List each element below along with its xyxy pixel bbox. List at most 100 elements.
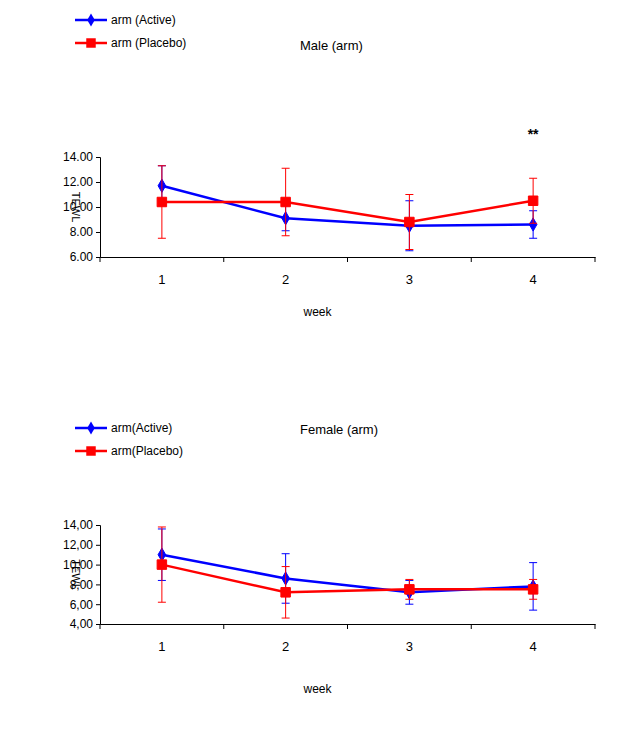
legend-item: arm(Placebo) xyxy=(75,444,183,458)
y-tick: 6,00 xyxy=(70,598,100,612)
x-tick: 4 xyxy=(530,624,537,654)
series-marker xyxy=(157,560,166,569)
x-boundary-tick xyxy=(100,257,101,262)
y-tick: 14.00 xyxy=(63,150,100,164)
y-tick-mark xyxy=(96,157,100,158)
x-tick-label: 1 xyxy=(158,272,165,287)
y-axis-line xyxy=(96,158,101,258)
x-tick-label: 1 xyxy=(158,639,165,654)
series xyxy=(158,529,537,610)
plot-area xyxy=(157,166,538,251)
x-tick-label: 3 xyxy=(406,639,413,654)
error-bar xyxy=(405,195,413,250)
y-axis-title: TEWL xyxy=(70,192,82,223)
y-tick: 6.00 xyxy=(70,250,100,264)
legend-swatch-marker xyxy=(87,421,95,434)
error-bar-cap xyxy=(405,604,413,605)
series xyxy=(158,166,537,251)
error-bar-cap xyxy=(282,235,290,236)
error-bar-cap xyxy=(158,526,166,527)
y-tick-mark xyxy=(96,207,100,208)
error-bar-cap xyxy=(282,553,290,554)
error-bar-cap xyxy=(282,566,290,567)
y-tick-mark xyxy=(96,584,100,585)
y-tick-label: 12,00 xyxy=(63,538,93,552)
x-axis: 1234 xyxy=(101,257,596,287)
series-marker xyxy=(281,197,290,206)
error-bar-cap xyxy=(158,165,166,166)
error-bar-cap xyxy=(529,579,537,580)
error-bar-cap xyxy=(405,249,413,250)
error-bar xyxy=(529,579,537,599)
error-bar-cap xyxy=(529,610,537,611)
legend-swatch-marker xyxy=(87,13,95,26)
error-bar xyxy=(158,527,166,602)
error-bar-cap xyxy=(282,168,290,169)
x-tick-label: 3 xyxy=(406,272,413,287)
x-tick-label: 2 xyxy=(282,639,289,654)
series-marker xyxy=(281,588,290,597)
error-bar-cap xyxy=(158,238,166,239)
y-tick-label: 6,00 xyxy=(70,598,94,612)
legend-swatch-marker xyxy=(86,446,95,455)
x-tick-label: 4 xyxy=(530,639,537,654)
legend-item: arm(Active) xyxy=(75,421,172,435)
error-bar-cap xyxy=(529,238,537,239)
legend-label: arm (Placebo) xyxy=(111,36,186,50)
error-bar xyxy=(158,166,166,239)
error-bar xyxy=(405,580,413,604)
x-boundary-tick xyxy=(347,257,348,262)
x-axis: 1 2 3 4 xyxy=(101,624,596,654)
legend-label: arm(Placebo) xyxy=(111,444,183,458)
x-tick: 2 xyxy=(282,624,289,654)
series-marker xyxy=(405,585,414,594)
x-tick: 1 xyxy=(158,624,165,654)
x-boundary-tick xyxy=(223,624,224,629)
series-marker xyxy=(528,585,537,594)
error-bar-cap xyxy=(529,178,537,179)
x-tick: 3 xyxy=(406,257,413,287)
x-axis-title: week xyxy=(302,305,332,319)
y-tick-mark xyxy=(96,604,100,605)
series-marker xyxy=(528,196,537,205)
error-bar xyxy=(282,567,290,618)
chart-panel: 4,006,008,0010,0012,0014,001234weekTEWLF… xyxy=(63,421,596,696)
error-bar-cap xyxy=(529,599,537,600)
error-bar-cap xyxy=(529,562,537,563)
chart-panel: 6.008.0010.0012.0014.001234weekTEWLMale … xyxy=(63,13,596,319)
x-axis-title: week xyxy=(302,682,332,696)
x-tick: 1 xyxy=(158,257,165,287)
y-tick-label: 6.00 xyxy=(70,250,94,264)
y-tick-mark xyxy=(96,257,100,258)
series-marker xyxy=(405,217,414,226)
legend: arm(Active) arm(Placebo) xyxy=(75,421,183,458)
x-boundary-tick xyxy=(100,624,101,629)
legend-swatch-marker xyxy=(86,38,95,47)
x-boundary-tick xyxy=(595,257,596,262)
y-tick: 4,00 xyxy=(70,617,100,631)
legend-item: arm (Active) xyxy=(75,13,176,27)
series xyxy=(157,166,538,250)
y-tick: 12.00 xyxy=(63,175,100,189)
error-bar-cap xyxy=(158,165,166,166)
series-line xyxy=(162,565,533,593)
x-boundary-tick xyxy=(595,624,596,629)
x-boundary-tick xyxy=(223,257,224,262)
legend-label: arm(Active) xyxy=(111,421,172,435)
error-bar-cap xyxy=(158,602,166,603)
series-line xyxy=(162,186,533,226)
plot-area xyxy=(157,527,538,618)
y-tick-label: 4,00 xyxy=(70,617,94,631)
error-bar xyxy=(405,579,413,599)
y-tick: 12,00 xyxy=(63,538,100,552)
y-tick-label: 14.00 xyxy=(63,150,93,164)
y-axis: 6.008.0010.0012.0014.00 xyxy=(63,150,101,264)
y-tick-mark xyxy=(96,182,100,183)
error-bar-cap xyxy=(405,599,413,600)
x-boundary-tick xyxy=(347,624,348,629)
error-bar-cap xyxy=(405,194,413,195)
legend: arm (Active) arm (Placebo) xyxy=(75,13,186,50)
legend-item: arm (Placebo) xyxy=(75,36,186,50)
y-tick-label: 14,00 xyxy=(63,518,93,532)
x-tick-label: 4 xyxy=(530,272,537,287)
